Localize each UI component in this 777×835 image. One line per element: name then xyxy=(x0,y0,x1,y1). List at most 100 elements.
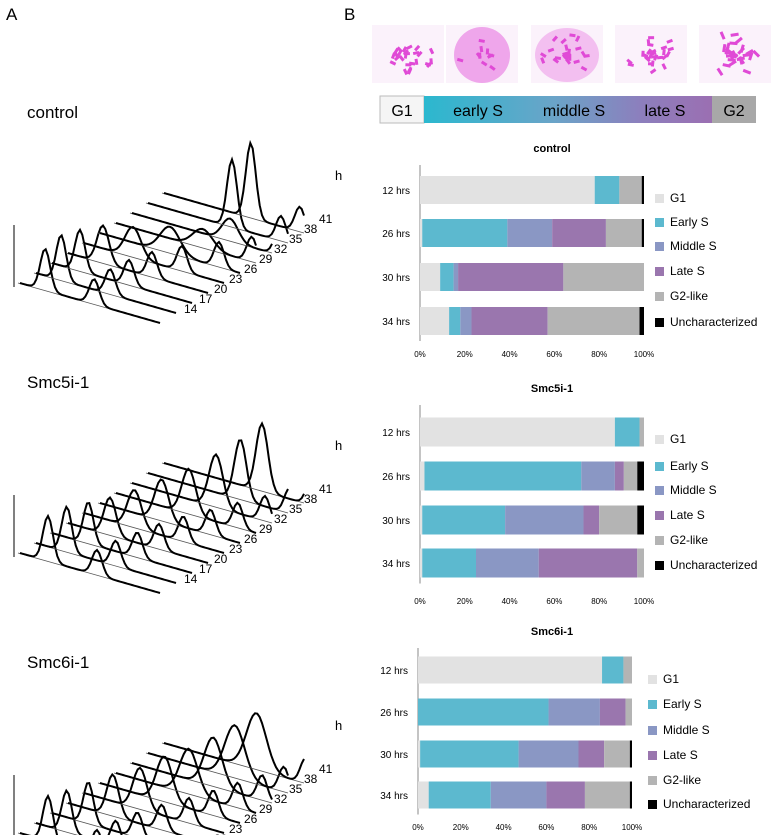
legend-swatch xyxy=(648,751,657,760)
legend-swatch xyxy=(655,536,664,545)
legend-swatch xyxy=(655,511,664,520)
category-label: 26 hrs xyxy=(382,472,410,483)
bar-segment xyxy=(518,740,579,768)
histogram-trace xyxy=(67,495,209,564)
time-label: 38 xyxy=(304,772,318,786)
bar-segment xyxy=(641,176,644,204)
stacked-bar-chart-2: Smc5i-1 12 hrs 26 hrs 30 hrs 34 hrs 0% 20% 40% 6… xyxy=(382,383,757,606)
bar-segment xyxy=(420,176,595,204)
chromosome xyxy=(727,58,736,62)
chromosome xyxy=(644,56,651,63)
bar-segment xyxy=(420,461,425,491)
time-label: 32 xyxy=(274,242,288,256)
category-label: 26 hrs xyxy=(380,708,408,719)
bar-segment xyxy=(460,307,472,335)
time-label: 38 xyxy=(304,492,318,506)
histogram-trace xyxy=(147,439,289,510)
time-label: 23 xyxy=(229,542,243,556)
chromosome xyxy=(564,44,569,51)
bar-segment xyxy=(453,263,459,291)
histogram-trace xyxy=(35,788,123,835)
category-label: 30 hrs xyxy=(382,516,410,527)
legend-swatch xyxy=(648,700,657,709)
time-label: 23 xyxy=(229,822,243,835)
time-label: 29 xyxy=(259,252,273,266)
chromosome-image-1 xyxy=(372,25,444,83)
x-tick-label: 100% xyxy=(622,823,642,832)
bar-segment xyxy=(639,417,644,447)
bar-segment xyxy=(619,176,642,204)
histogram-trace xyxy=(19,513,161,594)
bar-segment xyxy=(548,698,600,726)
chromosome xyxy=(478,38,485,43)
chromosome xyxy=(653,54,659,61)
bar-segment xyxy=(422,548,476,578)
histogram-trace xyxy=(51,501,193,574)
chromosome xyxy=(405,44,413,51)
legend-label: Middle S xyxy=(670,483,717,497)
bar-segment xyxy=(639,307,644,335)
chromosome xyxy=(650,60,655,67)
bar-segment xyxy=(418,740,421,768)
legend-swatch xyxy=(648,675,657,684)
bar-segment xyxy=(581,461,615,491)
time-label: 14 xyxy=(184,302,198,316)
bar-segment xyxy=(625,698,632,726)
histogram-trace xyxy=(83,225,225,284)
chromosome xyxy=(662,49,666,56)
time-label: 23 xyxy=(229,272,243,286)
legend-swatch xyxy=(648,776,657,785)
chromosome xyxy=(573,59,580,64)
category-label: 12 hrs xyxy=(382,186,410,197)
bar-segment xyxy=(449,307,461,335)
bar-segment xyxy=(641,219,644,247)
chromosome xyxy=(554,56,562,60)
chromosome xyxy=(480,60,488,67)
chromosome xyxy=(540,52,547,58)
histogram-trace xyxy=(51,227,193,304)
legend-label: G1 xyxy=(663,672,679,686)
chromosome xyxy=(552,57,560,64)
chromosome xyxy=(393,54,401,62)
chromosome xyxy=(649,51,657,56)
chromosome xyxy=(479,45,484,53)
x-tick-label: 100% xyxy=(634,350,654,359)
histogram-trace xyxy=(83,766,225,834)
chromosome xyxy=(414,44,421,52)
panel-a-label: A xyxy=(6,5,18,24)
bar-segment xyxy=(604,740,630,768)
legend-swatch xyxy=(648,726,657,735)
x-tick-label: 80% xyxy=(581,823,597,832)
legend-label: Late S xyxy=(670,508,705,522)
legend-label: Early S xyxy=(670,459,709,473)
time-axis-unit: h xyxy=(335,168,342,183)
floor-grid-line xyxy=(33,822,79,835)
phase-s-gradient xyxy=(424,96,712,123)
histogram-title: control xyxy=(27,103,78,122)
x-tick-label: 60% xyxy=(546,350,562,359)
bar-segment xyxy=(420,505,423,535)
x-tick-label: 20% xyxy=(453,823,469,832)
bar-segment xyxy=(614,417,640,447)
chromosome xyxy=(402,49,410,56)
category-label: 12 hrs xyxy=(380,666,408,677)
bar-segment xyxy=(563,263,644,291)
chromosome xyxy=(475,52,482,59)
category-label: 30 hrs xyxy=(380,750,408,761)
time-label: 20 xyxy=(214,552,228,566)
chromosome xyxy=(666,38,674,44)
chromosome xyxy=(403,52,408,59)
category-label: 34 hrs xyxy=(382,559,410,570)
x-tick-label: 0% xyxy=(412,823,424,832)
bar-segment xyxy=(420,263,441,291)
histogram-title: Smc5i-1 xyxy=(27,373,89,392)
legend-swatch xyxy=(655,561,664,570)
image-background xyxy=(446,25,518,83)
bar-segment xyxy=(623,656,632,684)
chromosome xyxy=(547,47,555,53)
chromosome-images xyxy=(372,25,771,83)
legend-label: G2-like xyxy=(670,533,708,547)
legend-label: Early S xyxy=(663,697,702,711)
chromosome xyxy=(725,54,735,58)
